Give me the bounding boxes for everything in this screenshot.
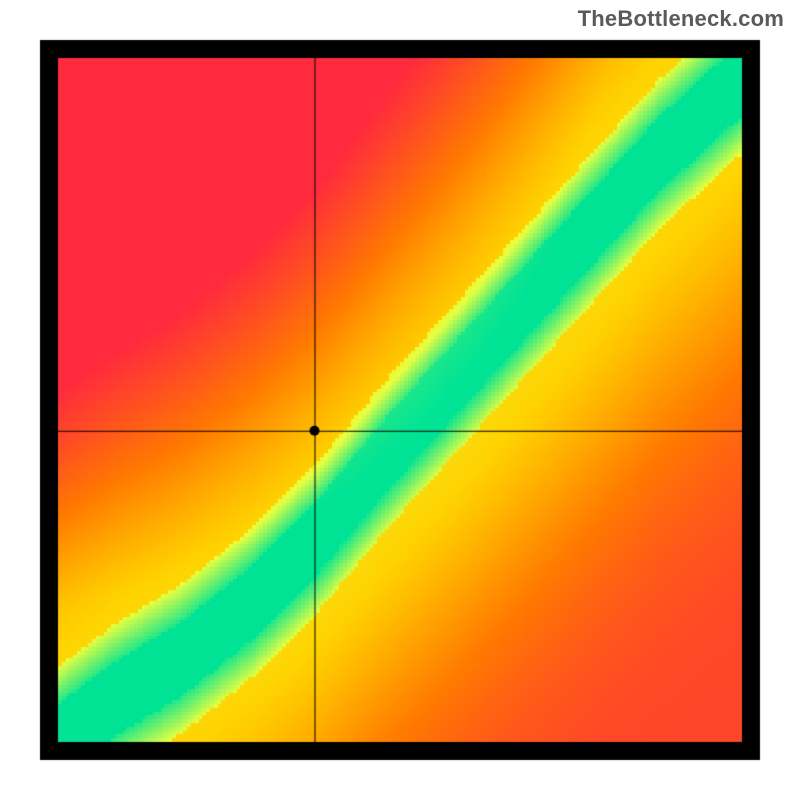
attribution-text: TheBottleneck.com	[578, 6, 784, 32]
chart-container: TheBottleneck.com	[0, 0, 800, 800]
bottleneck-heatmap	[0, 0, 800, 800]
